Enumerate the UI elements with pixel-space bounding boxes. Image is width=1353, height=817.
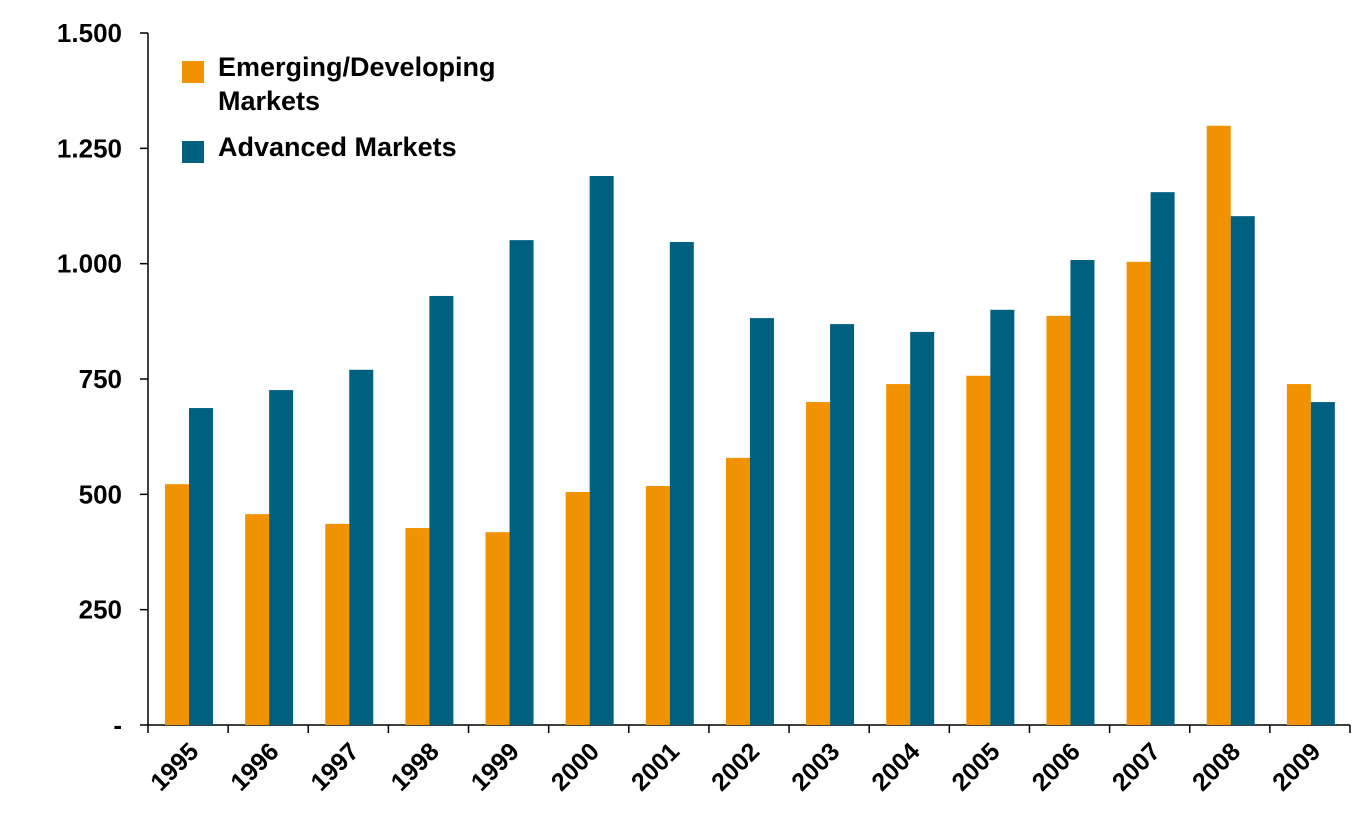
x-tick-label: 2004 (866, 737, 925, 796)
bar (749, 318, 774, 725)
bar (1230, 216, 1255, 725)
x-tick-label: 2007 (1107, 737, 1166, 796)
bar (565, 492, 590, 725)
bar (990, 309, 1015, 725)
bar (806, 402, 831, 725)
bar (589, 176, 614, 726)
y-tick-label: 250 (79, 595, 122, 625)
x-tick-label: 2000 (546, 737, 605, 796)
y-tick-label: - (113, 710, 122, 740)
bar (1046, 315, 1071, 725)
y-tick-label: 750 (79, 364, 122, 394)
x-tick-label: 2009 (1267, 737, 1326, 796)
bar (325, 523, 350, 725)
legend-label: Emerging/Developing Markets (218, 52, 496, 116)
x-tick-label: 1995 (145, 737, 204, 796)
y-tick-label: 500 (79, 479, 122, 509)
bar (1126, 261, 1151, 725)
bar (669, 241, 694, 725)
bar (830, 324, 855, 725)
x-tick-label: 2005 (947, 737, 1006, 796)
legend-swatch (182, 61, 204, 83)
bar (645, 486, 670, 725)
bar (509, 240, 534, 725)
bar (485, 532, 510, 725)
bar (165, 484, 189, 725)
bar (269, 390, 294, 725)
bar (429, 295, 454, 725)
x-tick-label: 2003 (786, 737, 845, 796)
legend-swatch (182, 141, 204, 163)
x-tick-label: 2008 (1187, 737, 1246, 796)
bar (966, 375, 991, 725)
y-tick-label: 1.000 (57, 249, 122, 279)
x-tick-label: 1999 (466, 737, 525, 796)
bar (725, 457, 750, 725)
x-tick-label: 1998 (386, 737, 445, 796)
bar (1070, 259, 1095, 725)
bar (349, 369, 374, 725)
y-tick-label: 1.500 (57, 18, 122, 48)
x-tick-label: 2001 (626, 737, 685, 796)
bar (1310, 402, 1335, 725)
bar (1286, 384, 1311, 725)
x-tick-label: 1996 (225, 737, 284, 796)
legend-item: Emerging/Developing Markets (182, 50, 558, 118)
bar (1150, 192, 1175, 725)
legend-label: Advanced Markets (218, 132, 457, 162)
legend: Emerging/Developing Markets Advanced Mark… (182, 50, 558, 176)
x-tick-label: 2002 (706, 737, 765, 796)
bar (1206, 125, 1231, 725)
x-tick-label: 2006 (1027, 737, 1086, 796)
bar (910, 331, 935, 725)
y-tick-label: 1.250 (57, 133, 122, 163)
bar (245, 514, 270, 725)
x-tick-label: 1997 (305, 737, 364, 796)
legend-item: Advanced Markets (182, 130, 558, 164)
bar (886, 384, 911, 725)
bar (189, 408, 213, 725)
bar (405, 528, 430, 725)
